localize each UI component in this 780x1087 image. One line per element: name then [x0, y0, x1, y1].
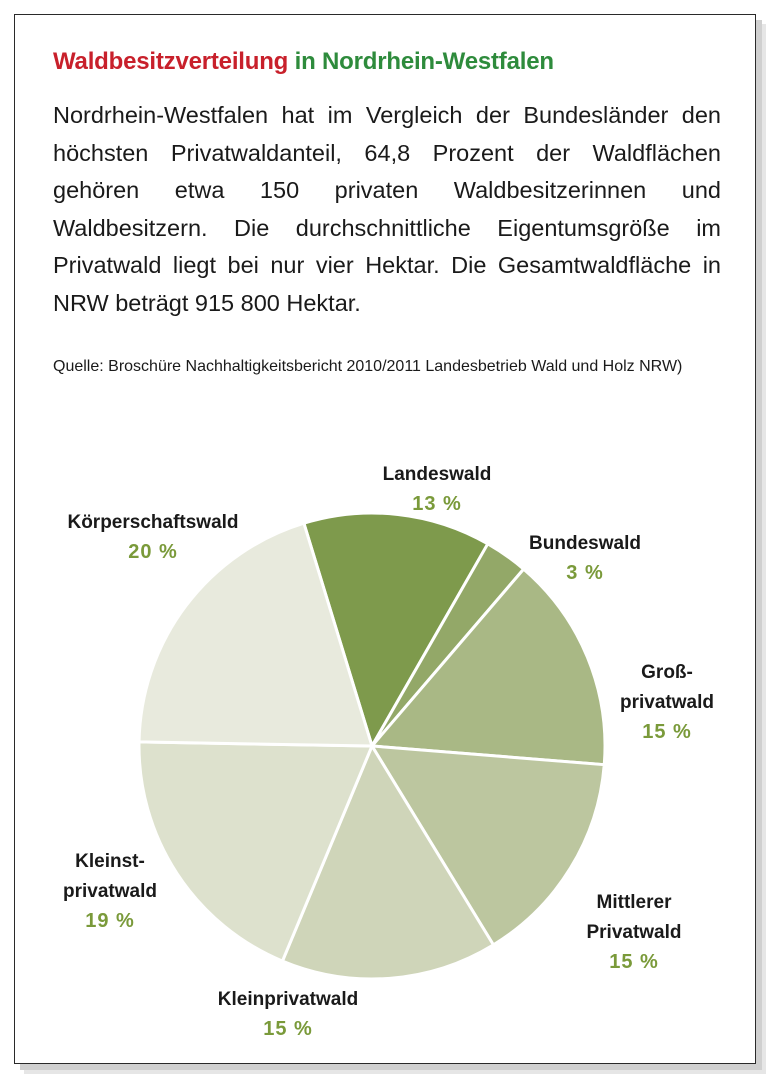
slice-value-label: 15 % — [642, 721, 692, 743]
pie-slice — [302, 511, 490, 748]
slice-name-label: Körperschaftswald — [67, 512, 238, 533]
pie-slice — [370, 567, 607, 767]
slice-value-label: 19 % — [85, 910, 135, 932]
slice-name-label: Landeswald — [383, 464, 492, 485]
infobox-card: Waldbesitzverteilung in Nordrhein-Westfa… — [14, 14, 756, 1064]
pie-slice — [280, 744, 495, 981]
slice-value-label: 15 % — [263, 1018, 313, 1040]
slice-value-label: 20 % — [128, 541, 178, 563]
slice-value-label: 3 % — [566, 562, 603, 584]
slice-name-label: Privatwald — [586, 922, 681, 943]
pie-labels: Landeswald 13 % Bundeswald 3 % Groß-privatwa… — [63, 464, 714, 1040]
pie-slice — [370, 744, 606, 947]
slice-name-label: privatwald — [620, 692, 714, 713]
source-note: Quelle: Broschüre Nachhaltigkeitsbericht… — [53, 358, 683, 375]
chart-title: Waldbesitzverteilung in Nordrhein-Westfa… — [53, 48, 554, 76]
slice-name-label: Mittlerer — [597, 892, 673, 913]
slice-name-label: Kleinst- — [75, 851, 145, 872]
slice-name-label: Groß- — [641, 662, 693, 683]
slice-name-label: Kleinprivatwald — [218, 989, 358, 1010]
slice-value-label: 13 % — [412, 493, 462, 515]
slice-name-label: privatwald — [63, 881, 157, 902]
title-part-red: Waldbesitzverteilung — [53, 48, 289, 75]
pie-slices — [137, 511, 607, 981]
slice-value-label: 15 % — [609, 951, 659, 973]
pie-chart: Landeswald 13 % Bundeswald 3 % Groß-privatwa… — [63, 464, 714, 1040]
intro-text: Nordrhein-Westfalen hat im Vergleich der… — [53, 102, 721, 316]
pie-slice — [137, 521, 374, 748]
title-part-green: in Nordrhein-Westfalen — [294, 48, 554, 75]
pie-slice — [137, 740, 374, 963]
slice-name-label: Bundeswald — [529, 533, 641, 554]
